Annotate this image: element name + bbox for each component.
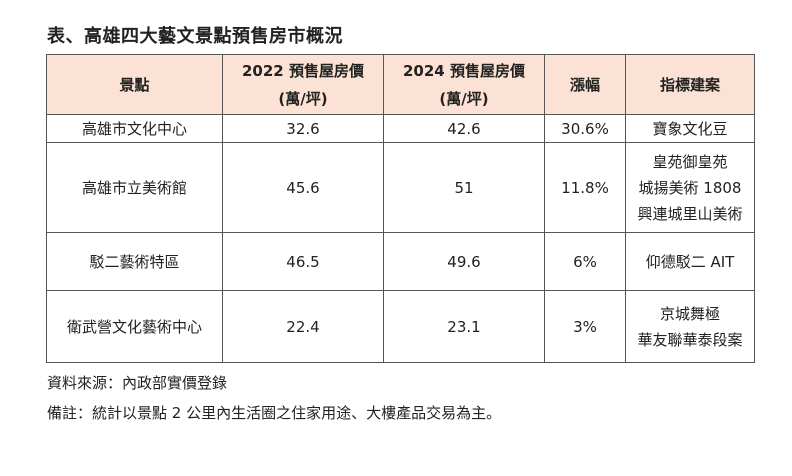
- cell-price-2022: 32.6: [222, 114, 384, 143]
- cell-price-2022: 46.5: [222, 232, 384, 291]
- project-name: 皇苑御皇苑: [652, 152, 728, 171]
- table-title: 表、高雄四大藝文景點預售房市概況: [47, 26, 343, 47]
- header-price-2024-unit: (萬/坪): [439, 89, 489, 108]
- housing-price-table: 景點 2022 預售屋房價 (萬/坪) 2024 預售屋房價 (萬/坪) 漲幅 …: [46, 54, 755, 363]
- cell-site: 高雄市文化中心: [46, 114, 223, 143]
- cell-projects: 皇苑御皇苑 城揚美術 1808 興連城里山美術: [625, 142, 755, 233]
- cell-growth: 30.6%: [544, 114, 626, 143]
- header-price-2022: 2022 預售屋房價 (萬/坪): [222, 54, 384, 115]
- cell-price-2024: 42.6: [383, 114, 545, 143]
- header-projects-label: 指標建案: [659, 75, 720, 94]
- header-price-2022-unit: (萬/坪): [278, 89, 328, 108]
- cell-price-2024: 49.6: [383, 232, 545, 291]
- table-row: 駁二藝術特區 46.5 49.6 6% 仰德駁二 AIT: [46, 232, 755, 291]
- project-name: 華友聯華泰段案: [637, 330, 743, 349]
- cell-growth: 6%: [544, 232, 626, 291]
- cell-site: 高雄市立美術館: [46, 142, 223, 233]
- table-row: 高雄市文化中心 32.6 42.6 30.6% 寶象文化豆: [46, 114, 755, 143]
- cell-projects: 京城舞極 華友聯華泰段案: [625, 290, 755, 363]
- table-row: 高雄市立美術館 45.6 51 11.8% 皇苑御皇苑 城揚美術 1808 興連…: [46, 142, 755, 233]
- header-growth-label: 漲幅: [569, 75, 600, 94]
- remark-note: 備註：統計以景點 2 公里內生活圈之住家用途、大樓產品交易為主。: [47, 404, 502, 422]
- header-row: 景點 2022 預售屋房價 (萬/坪) 2024 預售屋房價 (萬/坪) 漲幅 …: [46, 54, 755, 115]
- project-name: 城揚美術 1808: [638, 178, 742, 197]
- cell-price-2022: 45.6: [222, 142, 384, 233]
- project-name: 寶象文化豆: [652, 119, 728, 138]
- table-row: 衛武營文化藝術中心 22.4 23.1 3% 京城舞極 華友聯華泰段案: [46, 290, 755, 363]
- header-growth: 漲幅: [544, 54, 626, 115]
- cell-price-2024: 23.1: [383, 290, 545, 363]
- cell-price-2022: 22.4: [222, 290, 384, 363]
- cell-site: 衛武營文化藝術中心: [46, 290, 223, 363]
- project-name: 仰德駁二 AIT: [645, 252, 735, 271]
- cell-growth: 3%: [544, 290, 626, 363]
- cell-site: 駁二藝術特區: [46, 232, 223, 291]
- header-price-2024-label: 2024 預售屋房價: [403, 61, 525, 80]
- cell-projects: 仰德駁二 AIT: [625, 232, 755, 291]
- project-name: 京城舞極: [659, 304, 720, 323]
- header-site: 景點: [46, 54, 223, 115]
- cell-price-2024: 51: [383, 142, 545, 233]
- cell-projects: 寶象文化豆: [625, 114, 755, 143]
- header-projects: 指標建案: [625, 54, 755, 115]
- cell-growth: 11.8%: [544, 142, 626, 233]
- header-price-2022-label: 2022 預售屋房價: [242, 61, 364, 80]
- project-name: 興連城里山美術: [637, 204, 743, 223]
- header-price-2024: 2024 預售屋房價 (萬/坪): [383, 54, 545, 115]
- header-site-label: 景點: [119, 75, 150, 94]
- source-note: 資料來源：內政部實價登錄: [47, 374, 228, 392]
